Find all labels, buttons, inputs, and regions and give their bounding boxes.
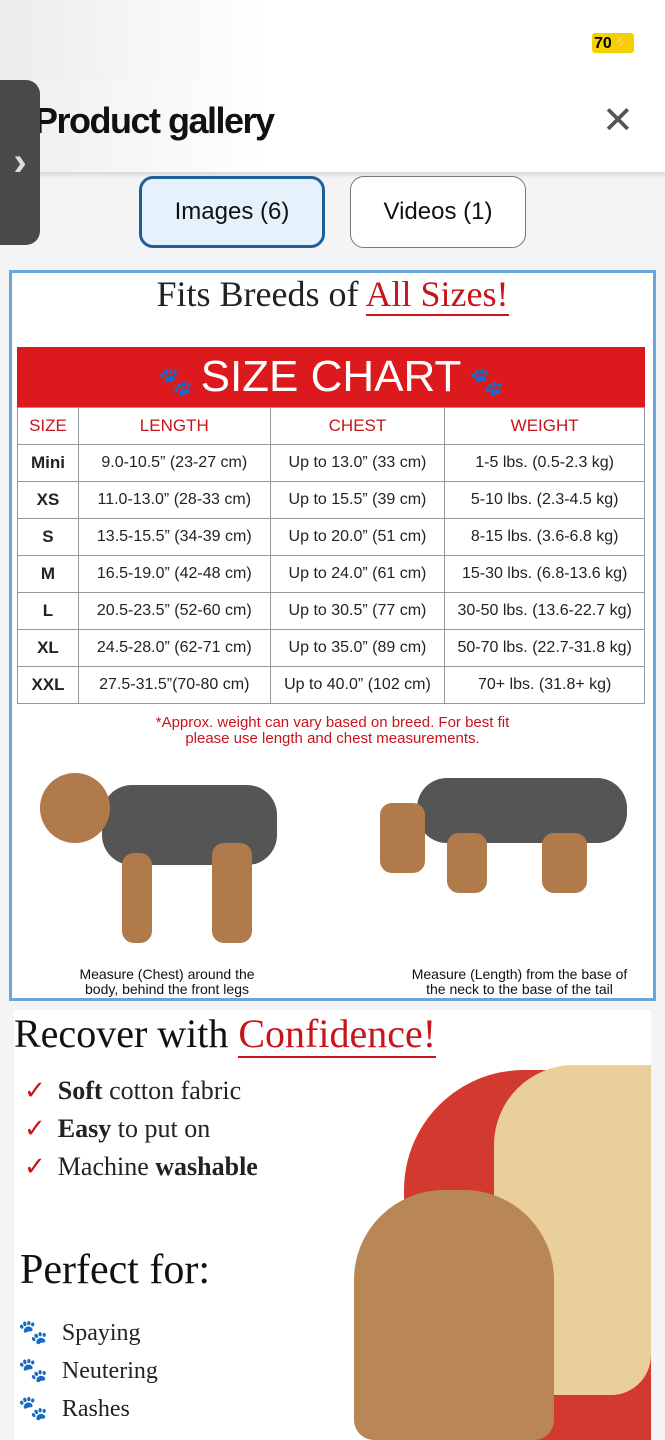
paw-icon: 🐾: [18, 1320, 48, 1346]
note-line: *Approx. weight can vary based on breed.…: [155, 714, 510, 731]
perfect-for-heading: Perfect for:: [20, 1247, 211, 1293]
table-cell: 50-70 lbs. (22.7-31.8 kg): [444, 629, 645, 667]
use-label: Spaying: [61, 1320, 141, 1346]
paw-icon: 🐾: [18, 1396, 48, 1422]
use-label: Rashes: [61, 1396, 130, 1422]
table-cell: 5-10 lbs. (2.3-4.5 kg): [444, 481, 645, 519]
table-cell: 11.0-13.0” (28-33 cm): [77, 481, 271, 519]
table-cell: Up to 15.5” (39 cm): [269, 481, 446, 519]
headline-text: Fits Breeds of: [156, 274, 366, 314]
caption-line: body, behind the front legs: [85, 981, 249, 997]
column-header: CHEST: [269, 407, 446, 445]
table-cell: Up to 24.0” (61 cm): [269, 555, 446, 593]
caption-line: Measure (Chest) around the: [79, 966, 255, 982]
gallery-image-size-chart[interactable]: Fits Breeds of All Sizes! 🐾 SIZE CHART 🐾…: [9, 270, 656, 1001]
use-item: 🐾 Rashes: [18, 1394, 130, 1423]
table-cell: Up to 30.5” (77 cm): [269, 592, 446, 630]
header: [0, 80, 665, 172]
table-header-row: SIZE LENGTH CHEST WEIGHT: [17, 407, 645, 445]
recover-headline: Recover with Confidence!: [14, 1010, 437, 1058]
table-row: M 16.5-19.0” (42-48 cm) Up to 24.0” (61 cm…: [17, 555, 645, 593]
page-title: Product gallery: [34, 100, 275, 141]
table-cell: 24.5-28.0” (62-71 cm): [77, 629, 271, 667]
table-cell: S: [17, 518, 79, 556]
use-item: 🐾 Neutering: [18, 1356, 158, 1385]
caption-line: the neck to the base of the tail: [426, 981, 613, 997]
table-row: XXL 27.5-31.5”(70-80 cm) Up to 40.0” (102 …: [17, 666, 645, 704]
table-cell: 1-5 lbs. (0.5-2.3 kg): [444, 444, 645, 482]
table-row: L 20.5-23.5” (52-60 cm) Up to 30.5” (77 cm…: [17, 592, 645, 630]
caption-chest: Measure (Chest) around the body, behind t…: [52, 967, 282, 997]
use-item: 🐾 Spaying: [18, 1318, 141, 1347]
table-cell: XS: [17, 481, 79, 519]
checkmark-icon: ✓: [24, 1152, 46, 1181]
table-cell: 27.5-31.5”(70-80 cm): [77, 666, 271, 704]
table-cell: Mini: [17, 444, 79, 482]
table-cell: M: [17, 555, 79, 593]
table-cell: XL: [17, 629, 79, 667]
table-cell: 16.5-19.0” (42-48 cm): [77, 555, 271, 593]
table-cell: XXL: [17, 666, 79, 704]
caption-line: Measure (Length) from the base of: [411, 966, 628, 982]
paw-icon: 🐾: [461, 366, 505, 397]
chevron-right-icon: ›: [13, 140, 27, 184]
checkmark-icon: ✓: [24, 1076, 46, 1105]
table-cell: 30-50 lbs. (13.6-22.7 kg): [444, 592, 645, 630]
dog-photo: [354, 1190, 554, 1440]
table-cell: 8-15 lbs. (3.6-6.8 kg): [444, 518, 645, 556]
feature-bold: Soft: [57, 1076, 103, 1105]
table-cell: 13.5-15.5” (34-39 cm): [77, 518, 271, 556]
feature-item: ✓ Easy to put on: [24, 1114, 210, 1144]
feature-bold: washable: [155, 1152, 258, 1181]
column-header: SIZE: [17, 407, 79, 445]
table-cell: Up to 35.0” (89 cm): [269, 629, 446, 667]
table-cell: 9.0-10.5” (23-27 cm): [77, 444, 271, 482]
table-cell: Up to 13.0” (33 cm): [269, 444, 446, 482]
side-panel-handle[interactable]: ›: [0, 80, 40, 245]
close-icon[interactable]: ✕: [602, 100, 634, 142]
checkmark-icon: ✓: [24, 1114, 46, 1143]
battery-level: 70: [594, 35, 612, 52]
paw-icon: 🐾: [18, 1358, 48, 1384]
table-cell: L: [17, 592, 79, 630]
gallery-image-recover[interactable]: Recover with Confidence! ✓ Soft cotton fa…: [14, 1010, 651, 1440]
table-cell: 70+ lbs. (31.8+ kg): [444, 666, 645, 704]
note-line: please use length and chest measurements…: [185, 730, 480, 747]
headline-emphasis: Confidence!: [238, 1011, 437, 1058]
tab-images[interactable]: Images (6): [139, 176, 325, 248]
headline-emphasis: All Sizes!: [365, 274, 509, 316]
size-note: *Approx. weight can vary based on breed.…: [12, 715, 653, 747]
headline-text: Recover with: [14, 1011, 239, 1056]
table-row: XL 24.5-28.0” (62-71 cm) Up to 35.0” (89 c…: [17, 629, 645, 667]
table-row: Mini 9.0-10.5” (23-27 cm) Up to 13.0” (33 …: [17, 444, 645, 482]
use-label: Neutering: [61, 1358, 158, 1384]
feature-text: to put on: [111, 1114, 211, 1143]
table-row: XS 11.0-13.0” (28-33 cm) Up to 15.5” (39 c…: [17, 481, 645, 519]
size-chart-banner: 🐾 SIZE CHART 🐾: [17, 347, 645, 407]
column-header: WEIGHT: [444, 407, 645, 445]
caption-length: Measure (Length) from the base of the nec…: [387, 967, 652, 997]
paw-icon: 🐾: [157, 366, 201, 397]
table-cell: Up to 40.0” (102 cm): [269, 666, 446, 704]
table-cell: 20.5-23.5” (52-60 cm): [77, 592, 271, 630]
feature-bold: Easy: [57, 1114, 112, 1143]
feature-item: ✓ Soft cotton fabric: [24, 1076, 241, 1106]
battery-indicator: 70⚡: [592, 33, 634, 53]
tab-videos[interactable]: Videos (1): [350, 176, 526, 248]
status-bar: 70⚡: [0, 0, 665, 80]
image-headline: Fits Breeds of All Sizes!: [12, 273, 653, 316]
table-cell: 15-30 lbs. (6.8-13.6 kg): [444, 555, 645, 593]
size-table: SIZE LENGTH CHEST WEIGHT Mini 9.0-10.5” (…: [17, 407, 645, 704]
table-cell: Up to 20.0” (51 cm): [269, 518, 446, 556]
feature-text: Machine: [57, 1152, 156, 1181]
feature-text: cotton fabric: [102, 1076, 242, 1105]
banner-text: SIZE CHART: [200, 352, 462, 401]
column-header: LENGTH: [77, 407, 271, 445]
feature-item: ✓ Machine washable: [24, 1152, 258, 1182]
table-row: S 13.5-15.5” (34-39 cm) Up to 20.0” (51 cm…: [17, 518, 645, 556]
